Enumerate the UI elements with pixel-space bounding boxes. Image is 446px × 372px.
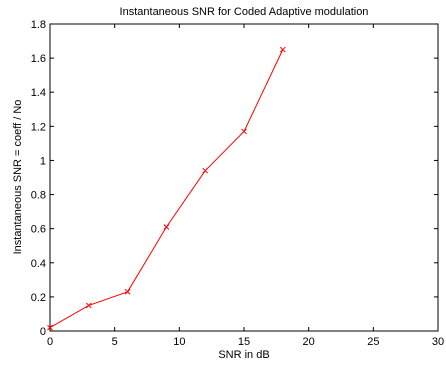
chart-title: Instantaneous SNR for Coded Adaptive mod… <box>120 6 369 18</box>
data-point <box>241 128 247 135</box>
y-tick-label: 0 <box>40 326 46 338</box>
data-point <box>163 224 170 230</box>
series-layer <box>47 46 286 331</box>
y-tick-label: 1.2 <box>31 121 46 133</box>
x-tick-label: 10 <box>173 336 185 348</box>
y-tick-label: 1.6 <box>31 53 46 65</box>
plot-frame <box>49 23 439 332</box>
x-tick-label: 30 <box>432 336 444 348</box>
y-tick-label: 1 <box>40 155 46 167</box>
y-axis-label: Instantaneous SNR = coeff / No <box>12 100 24 255</box>
data-point <box>279 46 286 53</box>
x-tick-label: 0 <box>47 336 53 348</box>
x-axis-label: SNR in dB <box>218 349 269 361</box>
x-tick-label: 20 <box>303 336 315 348</box>
x-tick-label: 15 <box>238 336 250 348</box>
y-tick-label: 1.4 <box>31 87 46 99</box>
y-tick-label: 0.2 <box>31 292 46 304</box>
data-point <box>202 167 209 174</box>
y-tick-label: 0.6 <box>31 224 46 236</box>
y-tick-label: 0.4 <box>31 258 46 270</box>
y-tick-label: 1.8 <box>31 19 46 31</box>
x-axis-ticks: 0 5 10 15 20 25 30 <box>47 24 444 348</box>
y-tick-label: 0.8 <box>31 190 46 202</box>
x-tick-label: 5 <box>112 336 118 348</box>
y-axis-ticks: 0 0.2 0.4 0.6 0.8 1 1.2 1.4 1.6 1.8 <box>31 19 438 338</box>
data-point <box>47 324 53 331</box>
data-point <box>85 302 92 309</box>
x-tick-label: 25 <box>367 336 379 348</box>
data-point <box>124 288 131 295</box>
